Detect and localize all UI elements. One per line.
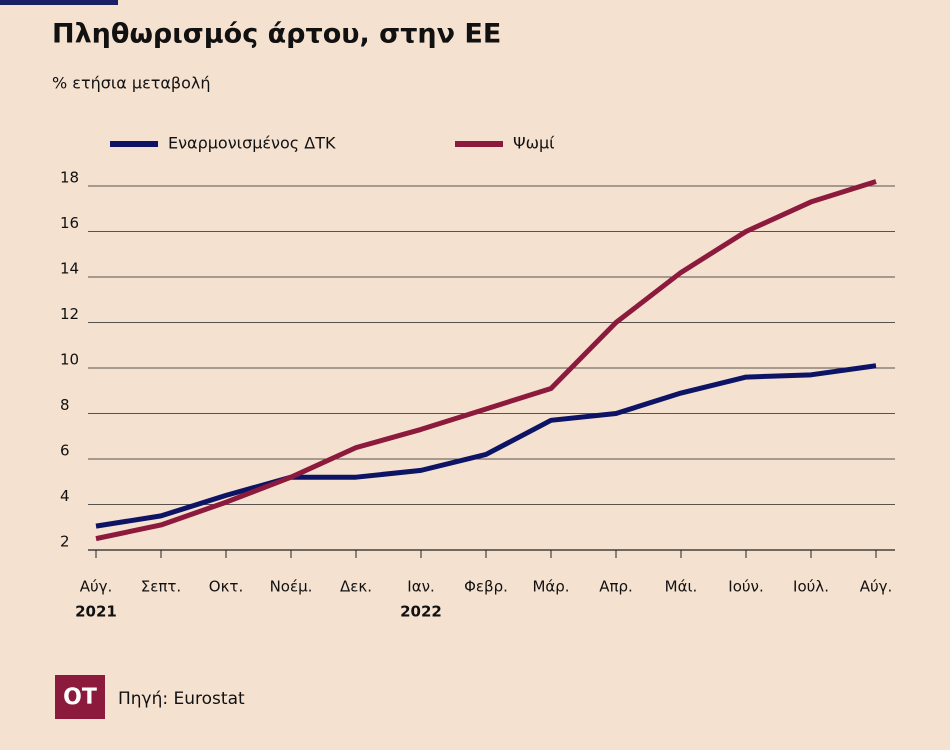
x-tick-label: Ιούλ. (793, 578, 829, 596)
x-tick-label: Απρ. (599, 578, 633, 596)
x-tick-label: Φεβρ. (464, 578, 508, 596)
line-series (95, 179, 877, 542)
x-tick-label: Ιούν. (728, 578, 763, 596)
x-tick-label: Αύγ. (80, 578, 113, 596)
x-tick-label: Σεπτ. (141, 578, 181, 596)
y-tick-label: 6 (60, 442, 70, 460)
top-accent (0, 0, 118, 5)
x-year-label: 2021 (75, 603, 117, 621)
y-tick-label: 10 (60, 351, 79, 369)
x-tick-label: Ιαν. (407, 578, 434, 596)
x-tick-label: Νοέμ. (270, 578, 313, 596)
y-tick-label: 2 (60, 533, 70, 551)
y-tick-label: 12 (60, 305, 79, 323)
line-series (95, 363, 877, 529)
x-tick-label: Οκτ. (209, 578, 243, 596)
chart-subtitle: % ετήσια μεταβολή (52, 74, 211, 93)
chart-title: Πληθωρισμός άρτου, στην ΕΕ (52, 19, 501, 50)
y-tick-label: 14 (60, 260, 79, 278)
y-tick-label: 8 (60, 396, 70, 414)
x-tick-label: Δεκ. (340, 578, 372, 596)
y-tick-label: 18 (60, 169, 79, 187)
legend-label: Εναρμονισμένος ΔΤΚ (168, 134, 336, 153)
legend-label: Ψωμί (513, 134, 555, 153)
x-year-label: 2022 (400, 603, 442, 621)
logo: ΟΤ (63, 685, 97, 710)
x-tick-label: Μάρ. (532, 578, 569, 596)
y-tick-label: 4 (60, 487, 70, 505)
x-tick-label: Μάι. (665, 578, 698, 596)
x-tick-label: Αύγ. (860, 578, 893, 596)
y-tick-label: 16 (60, 214, 79, 232)
source: Πηγή: Eurostat (118, 689, 245, 709)
logo-box (55, 675, 105, 719)
